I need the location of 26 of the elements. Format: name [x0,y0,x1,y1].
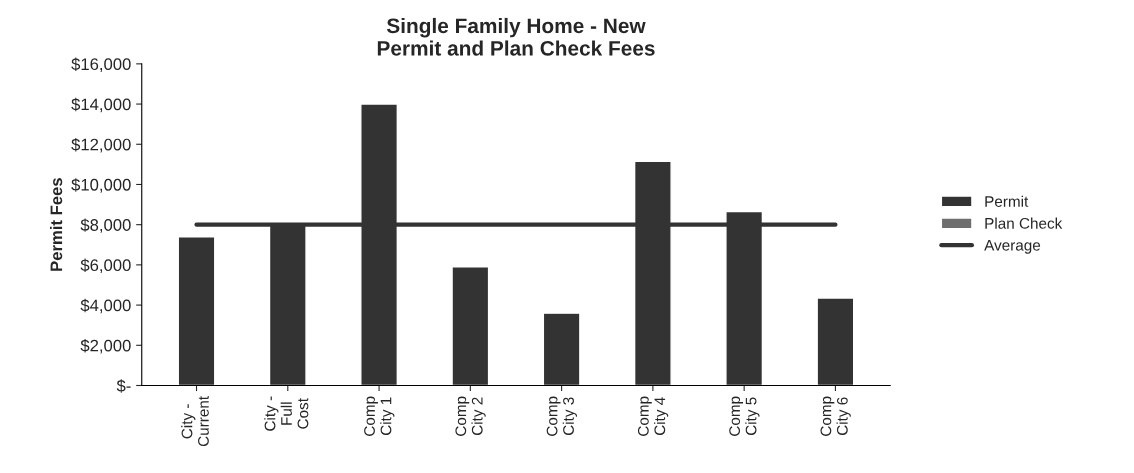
x-tick-label: City - Full Cost [264,396,309,431]
y-tick-label: $2,000 [80,338,131,354]
bar [816,297,855,386]
bar [177,236,216,386]
legend-label: Permit [985,195,1029,207]
x-tick-label: Comp City 4 [637,396,669,436]
y-tick-label: $8,000 [80,218,131,233]
x-tick-label: Comp City 1 [364,396,395,436]
bar [542,312,581,386]
x-tick-label: Comp City 5 [729,396,760,436]
y-tick-label: $16,000 [71,57,131,73]
y-tick-label: $14,000 [71,97,131,113]
y-tick-label: $6,000 [80,258,131,274]
x-tick-label: Comp City 2 [455,396,486,436]
x-tick-label: Comp City 6 [820,396,851,436]
y-tick-label: $- [116,379,131,393]
y-axis-title: Permit Fees [50,178,63,271]
x-tick-label: Comp City 3 [546,396,577,436]
x-tick-label: City - Current [181,396,209,447]
y-tick-label: $12,000 [71,137,131,153]
y-tick-label: $4,000 [80,298,131,314]
legend-label: Plan Check [985,217,1063,229]
legend-label: Average [984,240,1041,254]
y-tick-label: $10,000 [71,178,131,193]
chart-title: Single Family Home - New Permit and Plan Check Fees [377,17,655,56]
bar [451,266,490,386]
